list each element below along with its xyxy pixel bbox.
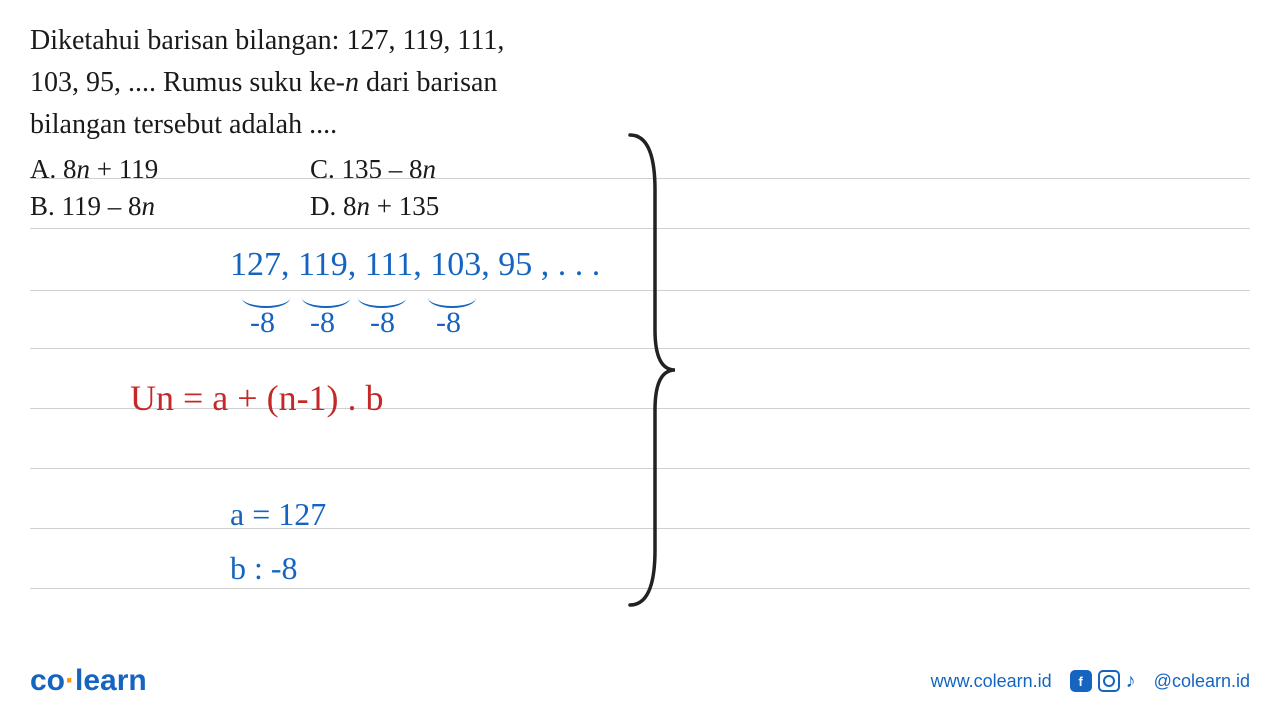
instagram-icon	[1098, 670, 1120, 692]
hw-diff-2: -8	[310, 308, 335, 338]
option-b: B. 119 – 8n	[30, 191, 290, 222]
footer-right: www.colearn.id f ♪ @colearn.id	[931, 670, 1250, 693]
hw-sequence: 127, 119, 111, 103, 95 , . . .	[230, 248, 600, 282]
social-icons: f ♪	[1070, 670, 1136, 693]
facebook-icon: f	[1070, 670, 1092, 692]
footer: co·learn www.colearn.id f ♪ @colearn.id	[30, 664, 1250, 698]
option-c: C. 135 – 8n	[310, 154, 570, 185]
hw-diff-4: -8	[436, 308, 461, 338]
brace-icon	[620, 130, 680, 610]
hw-b-value: b : -8	[230, 552, 298, 584]
hw-a-value: a = 127	[230, 498, 326, 530]
hw-formula: Un = a + (n-1) . b	[130, 380, 384, 416]
hw-diff-1: -8	[250, 308, 275, 338]
footer-handle: @colearn.id	[1154, 671, 1250, 692]
option-d: D. 8n + 135	[310, 191, 570, 222]
hw-diff-3: -8	[370, 308, 395, 338]
tiktok-icon: ♪	[1126, 670, 1136, 693]
logo: co·learn	[30, 664, 147, 698]
question-line-2: 103, 95, .... Rumus suku ke-n dari baris…	[30, 62, 1250, 104]
footer-url: www.colearn.id	[931, 671, 1052, 692]
option-a: A. 8n + 119	[30, 154, 290, 185]
question-line-1: Diketahui barisan bilangan: 127, 119, 11…	[30, 20, 1250, 62]
